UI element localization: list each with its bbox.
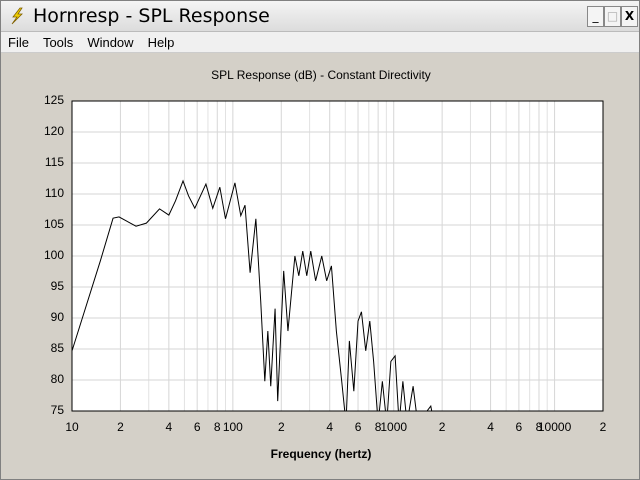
x-tick-label: 2 [600,420,607,434]
plot-border [71,100,604,412]
maximize-button[interactable]: □ [604,6,621,27]
menu-item[interactable]: Window [87,35,134,50]
x-tick-label: 6 [516,420,523,434]
x-tick-label: 4 [326,420,333,434]
x-tick-label: 4 [487,420,494,434]
menu-item[interactable]: File [8,35,29,50]
menu-item[interactable]: Help [147,35,175,50]
x-tick-label: 6 [355,420,362,434]
y-tick-label: 125 [44,93,64,107]
y-tick-label: 95 [51,279,65,293]
app-icon [11,7,23,25]
y-tick-label: 90 [51,310,65,324]
x-tick-label: 2 [278,420,285,434]
y-tick-label: 115 [45,155,64,169]
x-tick-label: 8 [375,420,382,434]
y-tick-label: 80 [51,372,65,386]
minimize-button[interactable]: _ [587,6,604,27]
close-button[interactable]: X [621,6,638,27]
chart-title: SPL Response (dB) - Constant Directivity [211,68,431,82]
y-tick-label: 100 [44,248,64,262]
y-tick-label: 105 [44,217,64,231]
menu-bar: File Tools Window Help [1,32,639,53]
y-tick-label: 75 [51,403,65,417]
x-tick-label: 10000 [538,420,572,434]
menu-item[interactable]: Tools [42,35,74,50]
title-bar: Hornresp - SPL Response _ □ X [1,1,639,32]
y-tick-label: 85 [51,341,65,355]
spl-curve [72,179,433,411]
x-tick-label: 8 [214,420,221,434]
y-tick-label: 120 [44,124,64,138]
chart: SPL Response (dB) - Constant Directivity… [44,68,607,461]
x-tick-label: 2 [117,420,124,434]
x-tick-label: 4 [166,420,173,434]
x-tick-label: 6 [194,420,201,434]
x-tick-label: 10 [65,420,79,434]
x-tick-label: 2 [439,420,446,434]
window-title: Hornresp - SPL Response [33,5,270,27]
x-tick-label: 8 [536,420,543,434]
x-tick-label: 1000 [380,420,407,434]
x-axis-label: Frequency (hertz) [271,447,372,461]
x-tick-label: 100 [223,420,243,434]
y-tick-label: 110 [45,186,64,200]
